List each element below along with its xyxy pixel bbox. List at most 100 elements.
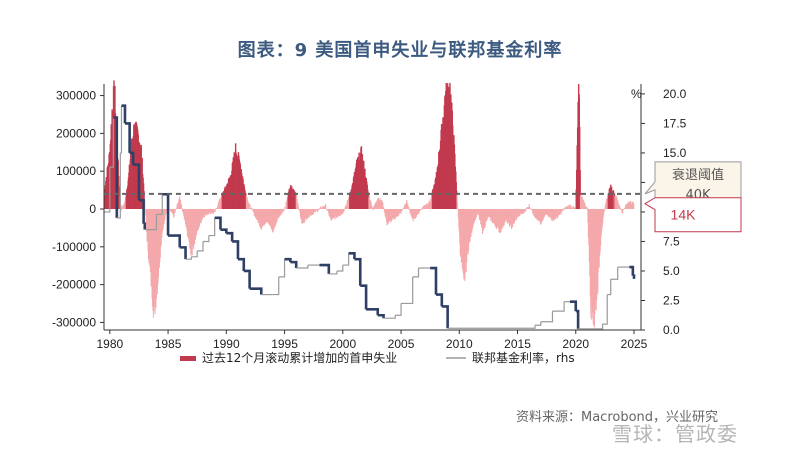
rate-cut-segment — [575, 309, 580, 329]
rate-cut-segment — [214, 216, 222, 230]
x-tick-label: 2015 — [504, 337, 531, 351]
rate-cut-segment — [629, 265, 635, 276]
rate-cut-segment — [143, 222, 147, 230]
x-tick-label: 2025 — [621, 337, 648, 351]
rate-cut-segment — [632, 274, 636, 279]
rate-line-segment — [144, 214, 158, 231]
rate-cut-segment — [435, 293, 444, 307]
fed-funds-rate-series — [104, 104, 636, 330]
axes: 300000 200000 100000 0 -100000 -200000 -300000… — [52, 84, 687, 351]
left-tick-label: 100000 — [56, 164, 96, 178]
rate-cut-segment — [354, 257, 362, 286]
threshold-callout-label: 衰退阈值 — [672, 167, 724, 183]
watermark: 雪球：管政委 — [612, 422, 738, 446]
x-tick-label: 1995 — [271, 337, 298, 351]
right-axis-unit: % — [631, 87, 642, 101]
right-tick-label: 17.5 — [663, 116, 687, 130]
left-tick-label: -300000 — [52, 315, 96, 329]
rate-line-segment — [208, 217, 216, 237]
rate-cut-segment — [121, 104, 127, 124]
x-tick-label: 2005 — [388, 337, 415, 351]
rate-line-segment — [383, 315, 396, 319]
left-tick-label: 0 — [89, 202, 96, 216]
legend: 过去12个月滚动累计增加的首申失业 联邦基金利率，rhs — [180, 350, 575, 365]
right-tick-label: 5.0 — [663, 264, 680, 278]
rate-line-segment — [534, 321, 542, 326]
rate-cut-segment — [290, 260, 298, 269]
rate-line-segment — [116, 152, 121, 219]
source-note: 资料来源：Macrobond，兴业研究 — [516, 410, 719, 425]
rate-line-segment — [401, 276, 414, 305]
rate-line-segment — [156, 194, 163, 215]
current-value-callout-box — [644, 197, 742, 233]
rate-line-segment — [602, 294, 608, 325]
rate-line-segment — [278, 259, 286, 278]
rate-line-segment — [342, 253, 350, 266]
rate-line-segment — [120, 105, 123, 154]
rate-cut-segment — [441, 305, 449, 329]
rate-line-segment — [272, 276, 280, 296]
right-tick-label: 15.0 — [663, 146, 687, 160]
x-tick-label: 2020 — [562, 337, 589, 351]
rate-line-segment — [336, 265, 344, 272]
rate-line-segment — [185, 256, 192, 260]
rate-cut-segment — [220, 228, 228, 234]
rate-cut-segment — [243, 269, 251, 289]
x-tick-label: 2000 — [329, 337, 356, 351]
legend-swatch-claims — [180, 356, 196, 361]
right-tick-label: 7.5 — [663, 234, 680, 248]
rate-cut-segment — [226, 231, 234, 242]
rate-cut-segment — [179, 246, 187, 260]
rate-line-segment — [599, 324, 604, 330]
rate-line-segment — [296, 265, 309, 269]
rate-cut-segment — [113, 116, 119, 218]
left-tick-label: 300000 — [56, 89, 96, 103]
rate-cut-segment — [249, 287, 263, 295]
left-tick-label: -200000 — [52, 278, 96, 292]
left-tick-label: -100000 — [52, 240, 96, 254]
rate-line-segment — [191, 250, 198, 258]
rate-line-segment — [203, 235, 210, 243]
rate-line-segment — [607, 279, 612, 296]
rate-cut-segment — [377, 313, 385, 319]
rate-cut-segment — [129, 151, 135, 165]
rate-line-segment — [395, 303, 402, 316]
legend-label-claims: 过去12个月滚动累计增加的首申失业 — [202, 350, 397, 365]
x-tick-label: 1990 — [213, 337, 240, 351]
rate-cut-segment — [348, 251, 356, 260]
unemployment-claims-series — [103, 80, 635, 328]
rate-line-segment — [540, 311, 554, 323]
left-tick-label: 200000 — [56, 126, 96, 140]
rate-line-segment — [528, 325, 536, 329]
rate-line-segment — [552, 301, 565, 312]
current-value-callout-label: 14K — [671, 207, 697, 223]
right-tick-label: 0.0 — [663, 323, 680, 337]
rate-line-segment — [109, 117, 114, 168]
threshold-callout-box — [644, 161, 742, 209]
rate-cut-segment — [138, 198, 145, 224]
x-tick-label: 2010 — [446, 337, 473, 351]
legend-label-rate: 联邦基金利率，rhs — [472, 350, 575, 365]
x-tick-label: 1985 — [155, 337, 182, 351]
rate-cut-segment — [133, 163, 141, 201]
rate-cut-segment — [360, 284, 368, 310]
rate-cut-segment — [168, 234, 182, 248]
rate-cut-segment — [237, 257, 246, 271]
rate-cut-segment — [430, 266, 438, 295]
rate-cut-segment — [366, 308, 380, 316]
rate-cut-segment — [319, 263, 331, 274]
rate-cut-segment — [232, 240, 240, 260]
chart-title: 图表：9 美国首申失业与联邦基金利率 — [237, 40, 563, 61]
rate-line-segment — [197, 241, 204, 252]
right-tick-label: 20.0 — [663, 87, 687, 101]
rate-cut-segment — [569, 300, 578, 312]
rate-line-segment — [412, 268, 420, 278]
rate-line-segment — [328, 270, 338, 275]
right-tick-label: 2.5 — [663, 293, 680, 307]
rate-line-segment — [610, 267, 619, 280]
rate-cut-segment — [284, 257, 292, 263]
x-tick-label: 1980 — [96, 337, 123, 351]
rate-cut-segment — [124, 122, 131, 153]
rate-line-segment — [104, 167, 111, 213]
